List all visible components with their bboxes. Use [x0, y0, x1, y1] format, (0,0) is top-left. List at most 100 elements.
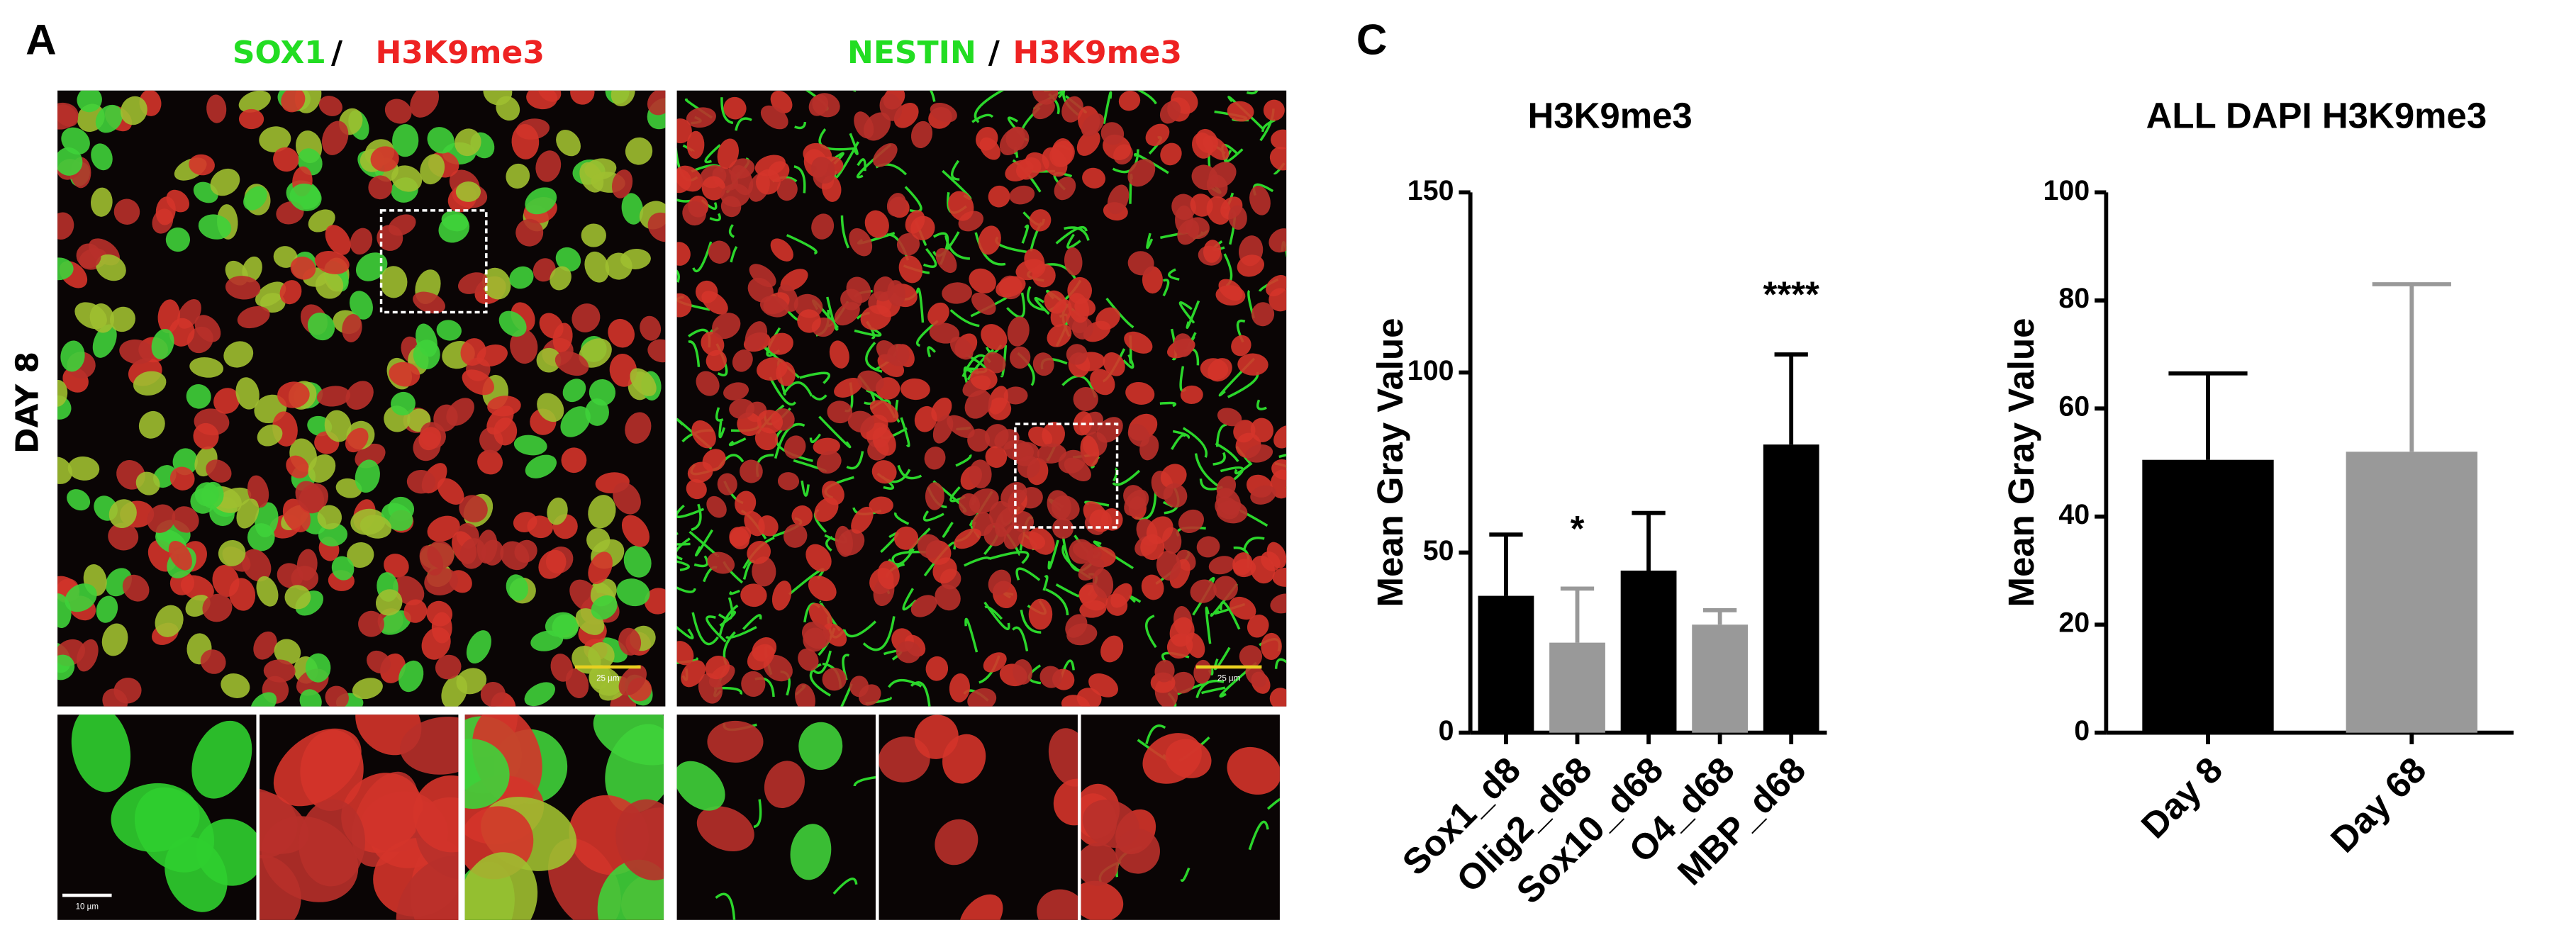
nucleus	[849, 228, 873, 257]
fiber	[728, 224, 735, 238]
nucleus	[1103, 352, 1125, 376]
nucleus	[95, 104, 123, 133]
nucleus	[616, 578, 650, 607]
nucleus	[368, 175, 393, 200]
nucleus	[717, 473, 737, 495]
nucleus	[257, 424, 283, 447]
nucleus	[462, 369, 494, 396]
nucleus	[57, 654, 75, 680]
nucleus	[910, 215, 935, 241]
nucleus	[618, 665, 647, 696]
nucleus	[732, 349, 753, 372]
nucleus	[345, 427, 369, 453]
nucleus	[901, 378, 930, 400]
fiber	[1134, 153, 1169, 174]
fiber	[963, 366, 973, 383]
bar	[1692, 624, 1749, 733]
fiber	[1195, 679, 1225, 699]
fiber	[753, 799, 762, 829]
nucleus	[847, 410, 875, 433]
nucleus	[263, 659, 296, 683]
y-tick-label: 150	[1407, 175, 1454, 206]
nucleus	[1173, 333, 1193, 357]
nucleus	[122, 574, 150, 602]
fiber	[676, 532, 691, 546]
fiber	[966, 349, 994, 381]
nucleus	[562, 379, 586, 403]
nucleus	[1092, 568, 1114, 599]
fiber	[1266, 797, 1280, 810]
nucleus	[790, 824, 832, 880]
nucleus	[135, 471, 160, 495]
nucleus	[735, 491, 757, 516]
nucleus	[527, 515, 554, 539]
nucleus	[620, 249, 651, 269]
nucleus	[535, 150, 562, 182]
nucleus	[579, 338, 612, 368]
nucleus	[797, 309, 821, 333]
nucleus	[995, 507, 1017, 537]
fiber	[715, 407, 724, 422]
nucleus	[1250, 555, 1276, 584]
nucleus	[1125, 381, 1155, 405]
nucleus	[513, 435, 547, 456]
nucleus	[138, 410, 165, 439]
nucleus	[1028, 598, 1053, 630]
nucleus	[289, 183, 322, 211]
nucleus	[988, 185, 1010, 208]
fiber	[900, 417, 910, 447]
nucleus	[1115, 829, 1160, 874]
nucleus	[355, 252, 388, 281]
nucleus	[57, 104, 79, 127]
nucleus	[1272, 567, 1287, 587]
nucleus	[1178, 509, 1205, 534]
nucleus	[113, 198, 140, 225]
fiber	[1205, 606, 1212, 644]
nucleus	[1203, 240, 1222, 263]
nucleus	[367, 650, 391, 674]
fiber	[793, 165, 806, 194]
fiber	[1055, 583, 1081, 598]
nucleus	[1145, 123, 1170, 147]
nucleus	[550, 266, 571, 291]
nucleus	[250, 692, 277, 707]
nucleus	[760, 105, 788, 130]
nucleus	[1233, 420, 1256, 443]
nucleus	[1127, 423, 1150, 447]
nucleus	[1124, 489, 1149, 517]
nucleus	[729, 526, 752, 547]
fiber	[1186, 300, 1200, 330]
nucleus	[1100, 635, 1124, 663]
nucleus	[1171, 194, 1196, 220]
nucleus	[822, 667, 847, 691]
nucleus	[571, 303, 601, 332]
fiber	[1246, 90, 1259, 95]
nucleus	[186, 384, 211, 409]
fiber	[786, 234, 818, 255]
nucleus	[198, 214, 232, 240]
nucleus	[352, 678, 383, 700]
nucleus	[706, 495, 727, 518]
nucleus	[295, 481, 325, 513]
nucleus	[1054, 177, 1076, 201]
nucleus	[435, 654, 462, 680]
nucleus	[1218, 279, 1243, 301]
nucleus	[581, 223, 606, 247]
stain: H3K9me3	[375, 35, 545, 71]
nucleus	[1005, 159, 1034, 181]
nucleus	[896, 232, 920, 256]
nucleus	[1069, 539, 1094, 564]
nucleus	[1250, 418, 1273, 442]
nucleus	[459, 495, 488, 522]
fiber	[840, 215, 850, 249]
nucleus	[872, 427, 896, 456]
nucleus	[308, 454, 336, 483]
bar	[2346, 452, 2477, 733]
x-tick-label: Day 8	[2134, 749, 2230, 846]
cells	[260, 715, 459, 920]
panel-label: C	[1356, 15, 1388, 63]
fiber	[1145, 724, 1166, 744]
fiber	[782, 381, 813, 397]
nucleus	[1064, 247, 1083, 276]
fiber	[799, 371, 830, 384]
